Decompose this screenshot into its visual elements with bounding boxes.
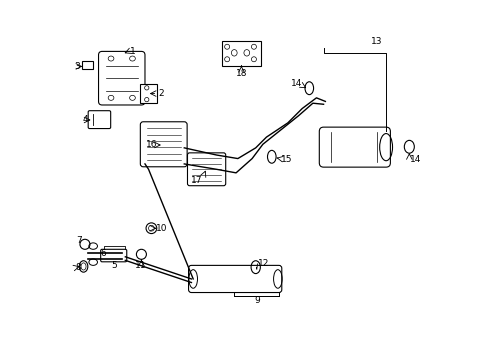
- Text: 16: 16: [146, 140, 157, 149]
- Text: 6: 6: [100, 249, 106, 258]
- FancyBboxPatch shape: [319, 127, 391, 167]
- Text: 5: 5: [112, 261, 118, 270]
- Text: 15: 15: [281, 155, 292, 164]
- FancyBboxPatch shape: [140, 122, 187, 167]
- FancyBboxPatch shape: [100, 249, 127, 262]
- Text: 11: 11: [135, 261, 146, 270]
- Text: 17: 17: [192, 176, 203, 185]
- Text: 2: 2: [159, 89, 164, 98]
- FancyBboxPatch shape: [88, 111, 111, 129]
- Text: 14: 14: [291, 79, 302, 88]
- Text: 10: 10: [156, 224, 168, 233]
- FancyBboxPatch shape: [189, 265, 282, 293]
- FancyBboxPatch shape: [98, 51, 145, 105]
- Text: 18: 18: [236, 69, 247, 78]
- Text: 7: 7: [76, 236, 82, 245]
- Text: 8: 8: [75, 263, 81, 272]
- Text: 12: 12: [258, 260, 269, 269]
- Text: 14: 14: [410, 155, 421, 164]
- Text: 13: 13: [371, 37, 383, 46]
- FancyBboxPatch shape: [82, 62, 93, 69]
- Text: 4: 4: [82, 116, 88, 125]
- Text: 1: 1: [130, 47, 136, 56]
- Text: 3: 3: [74, 62, 80, 71]
- FancyBboxPatch shape: [188, 153, 226, 186]
- FancyBboxPatch shape: [140, 84, 157, 103]
- FancyBboxPatch shape: [222, 41, 261, 66]
- Text: 9: 9: [254, 296, 260, 305]
